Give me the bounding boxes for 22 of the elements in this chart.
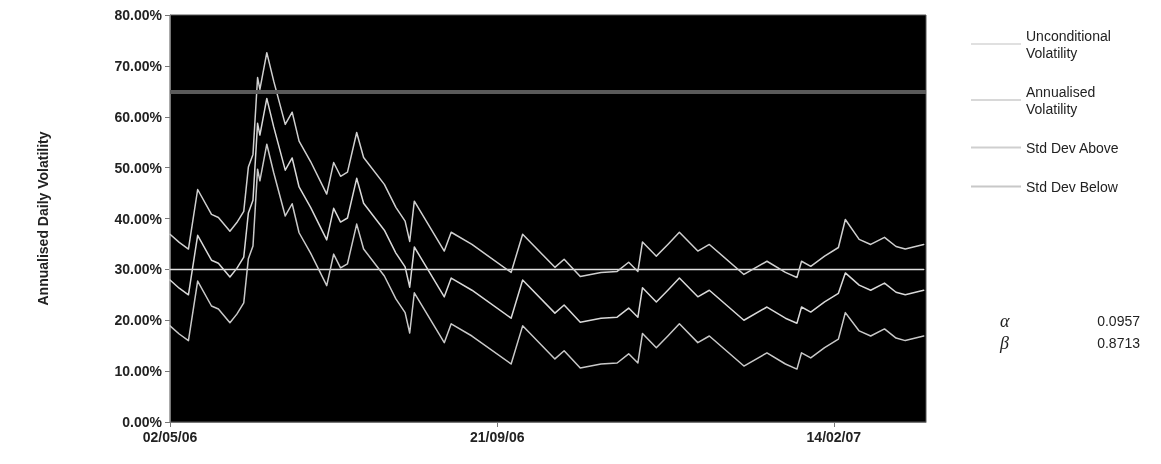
legend-label: Unconditional Volatility (1026, 27, 1115, 61)
legend-label: Std Dev Above (1026, 139, 1119, 156)
text: 0.0957 (1096, 312, 1140, 330)
legend-label: Annualised Volatility (1026, 83, 1100, 117)
x-tick-label: 21/09/06 (470, 429, 525, 445)
text: β (1000, 333, 1010, 353)
x-tick-label: 02/05/06 (142, 429, 198, 445)
y-tick-label: 60.00% (114, 108, 163, 125)
text: α (1000, 311, 1011, 331)
line-series (169, 143, 925, 370)
text: 0.8713 (1096, 334, 1140, 352)
y-tick-label: 50.00% (114, 159, 163, 176)
y-tick-label: 80.00% (114, 7, 163, 23)
y-axis-title: Annualised Daily Volatility (35, 131, 51, 306)
y-tick-label: 0.00% (122, 414, 163, 430)
y-tick-label: 40.00% (114, 210, 163, 227)
legend-label: Std Dev Below (1026, 178, 1119, 195)
y-tick-label: 70.00% (114, 57, 163, 74)
y-tick-label: 30.00% (114, 261, 163, 278)
x-tick-label: 14/02/07 (806, 429, 862, 445)
y-tick-label: 10.00% (114, 363, 163, 380)
y-tick-label: 20.00% (114, 312, 163, 329)
